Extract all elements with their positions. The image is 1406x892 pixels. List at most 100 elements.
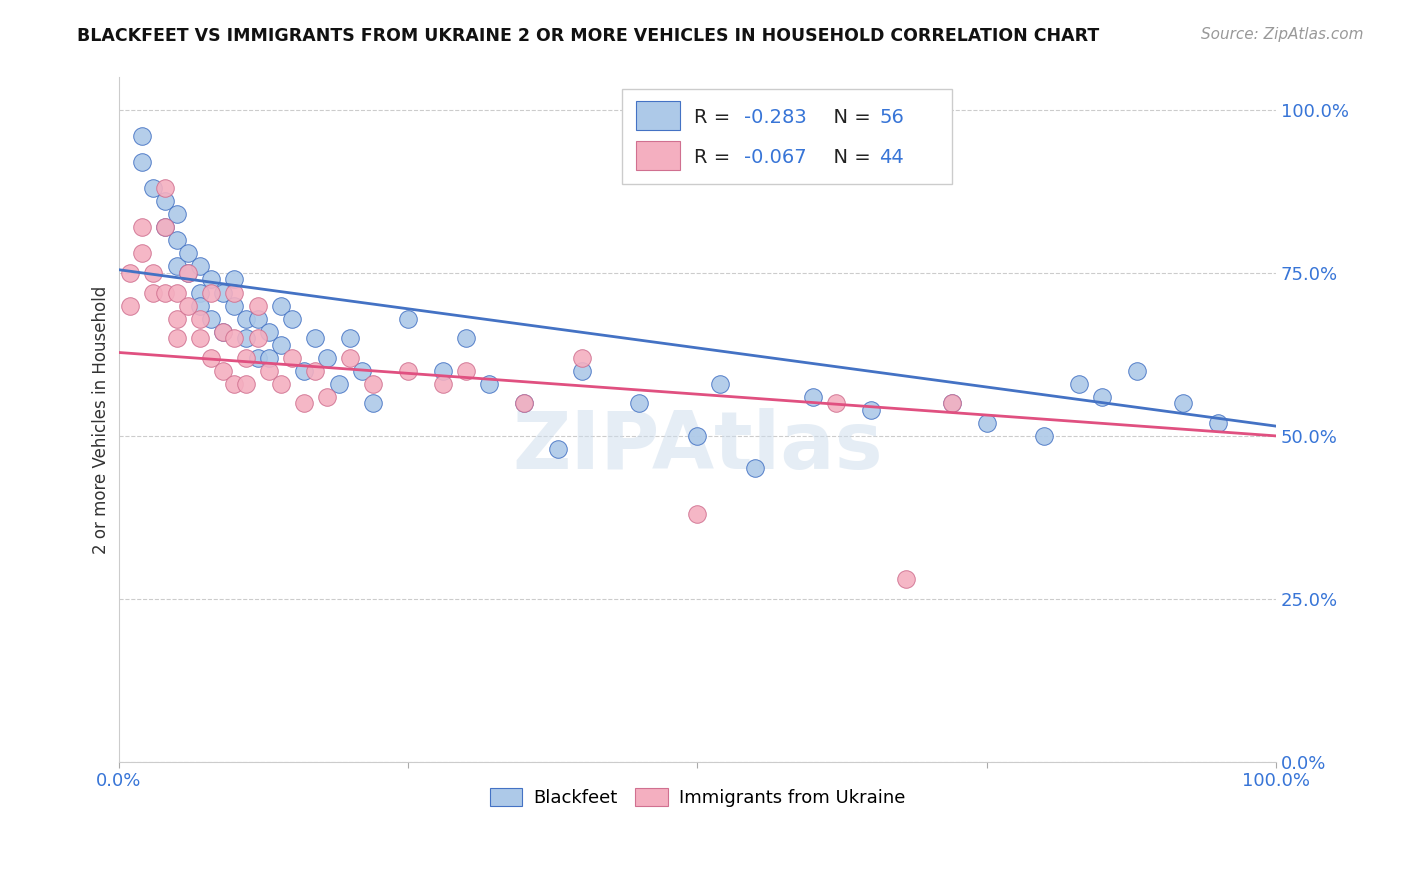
- Point: [246, 351, 269, 365]
- Point: [270, 337, 292, 351]
- Point: [166, 233, 188, 247]
- FancyBboxPatch shape: [636, 102, 681, 130]
- Point: [177, 246, 200, 260]
- Point: [1091, 390, 1114, 404]
- Point: [166, 207, 188, 221]
- Point: [224, 285, 246, 300]
- Legend: Blackfeet, Immigrants from Ukraine: Blackfeet, Immigrants from Ukraine: [482, 780, 912, 814]
- Point: [235, 351, 257, 365]
- Point: [224, 272, 246, 286]
- Point: [188, 260, 211, 274]
- Point: [120, 266, 142, 280]
- Point: [224, 376, 246, 391]
- Point: [153, 220, 176, 235]
- Point: [142, 285, 165, 300]
- Text: R =: R =: [693, 148, 737, 167]
- Point: [281, 311, 304, 326]
- Point: [292, 396, 315, 410]
- Point: [200, 285, 222, 300]
- Point: [211, 325, 233, 339]
- Point: [200, 351, 222, 365]
- Text: -0.283: -0.283: [744, 108, 807, 127]
- Point: [246, 311, 269, 326]
- Text: 44: 44: [879, 148, 904, 167]
- Point: [547, 442, 569, 456]
- Point: [142, 181, 165, 195]
- Text: ZIPAtlas: ZIPAtlas: [512, 408, 883, 486]
- Point: [153, 181, 176, 195]
- Point: [339, 331, 361, 345]
- Point: [361, 376, 384, 391]
- Point: [941, 396, 963, 410]
- Point: [211, 285, 233, 300]
- Point: [177, 299, 200, 313]
- Point: [941, 396, 963, 410]
- Text: N =: N =: [821, 148, 877, 167]
- Point: [166, 311, 188, 326]
- Point: [188, 331, 211, 345]
- Point: [153, 220, 176, 235]
- Point: [257, 325, 280, 339]
- Point: [478, 376, 501, 391]
- Point: [270, 376, 292, 391]
- Point: [894, 572, 917, 586]
- Point: [686, 429, 709, 443]
- FancyBboxPatch shape: [621, 89, 952, 184]
- Point: [166, 260, 188, 274]
- Point: [361, 396, 384, 410]
- Point: [512, 396, 534, 410]
- Point: [257, 364, 280, 378]
- Point: [131, 129, 153, 144]
- Point: [131, 220, 153, 235]
- Point: [292, 364, 315, 378]
- Point: [316, 351, 339, 365]
- Point: [281, 351, 304, 365]
- Point: [316, 390, 339, 404]
- Point: [177, 266, 200, 280]
- Point: [224, 299, 246, 313]
- Text: R =: R =: [693, 108, 737, 127]
- FancyBboxPatch shape: [636, 141, 681, 169]
- Point: [224, 331, 246, 345]
- Text: BLACKFEET VS IMMIGRANTS FROM UKRAINE 2 OR MORE VEHICLES IN HOUSEHOLD CORRELATION: BLACKFEET VS IMMIGRANTS FROM UKRAINE 2 O…: [77, 27, 1099, 45]
- Point: [432, 376, 454, 391]
- Point: [166, 331, 188, 345]
- Text: N =: N =: [821, 108, 877, 127]
- Point: [454, 331, 477, 345]
- Point: [188, 285, 211, 300]
- Point: [211, 325, 233, 339]
- Point: [188, 311, 211, 326]
- Point: [211, 364, 233, 378]
- Point: [142, 266, 165, 280]
- Point: [235, 376, 257, 391]
- Point: [1206, 416, 1229, 430]
- Point: [744, 461, 766, 475]
- Text: Source: ZipAtlas.com: Source: ZipAtlas.com: [1201, 27, 1364, 42]
- Text: 56: 56: [879, 108, 904, 127]
- Point: [304, 331, 326, 345]
- Point: [571, 351, 593, 365]
- Point: [396, 364, 419, 378]
- Point: [166, 285, 188, 300]
- Point: [709, 376, 731, 391]
- Point: [859, 402, 882, 417]
- Point: [686, 507, 709, 521]
- Point: [188, 299, 211, 313]
- Point: [235, 331, 257, 345]
- Point: [801, 390, 824, 404]
- Point: [976, 416, 998, 430]
- Point: [131, 246, 153, 260]
- Point: [571, 364, 593, 378]
- Point: [1069, 376, 1091, 391]
- Point: [270, 299, 292, 313]
- Point: [628, 396, 651, 410]
- Point: [120, 299, 142, 313]
- Point: [454, 364, 477, 378]
- Point: [432, 364, 454, 378]
- Point: [1173, 396, 1195, 410]
- Point: [1126, 364, 1149, 378]
- Point: [246, 299, 269, 313]
- Point: [235, 311, 257, 326]
- Point: [246, 331, 269, 345]
- Point: [825, 396, 848, 410]
